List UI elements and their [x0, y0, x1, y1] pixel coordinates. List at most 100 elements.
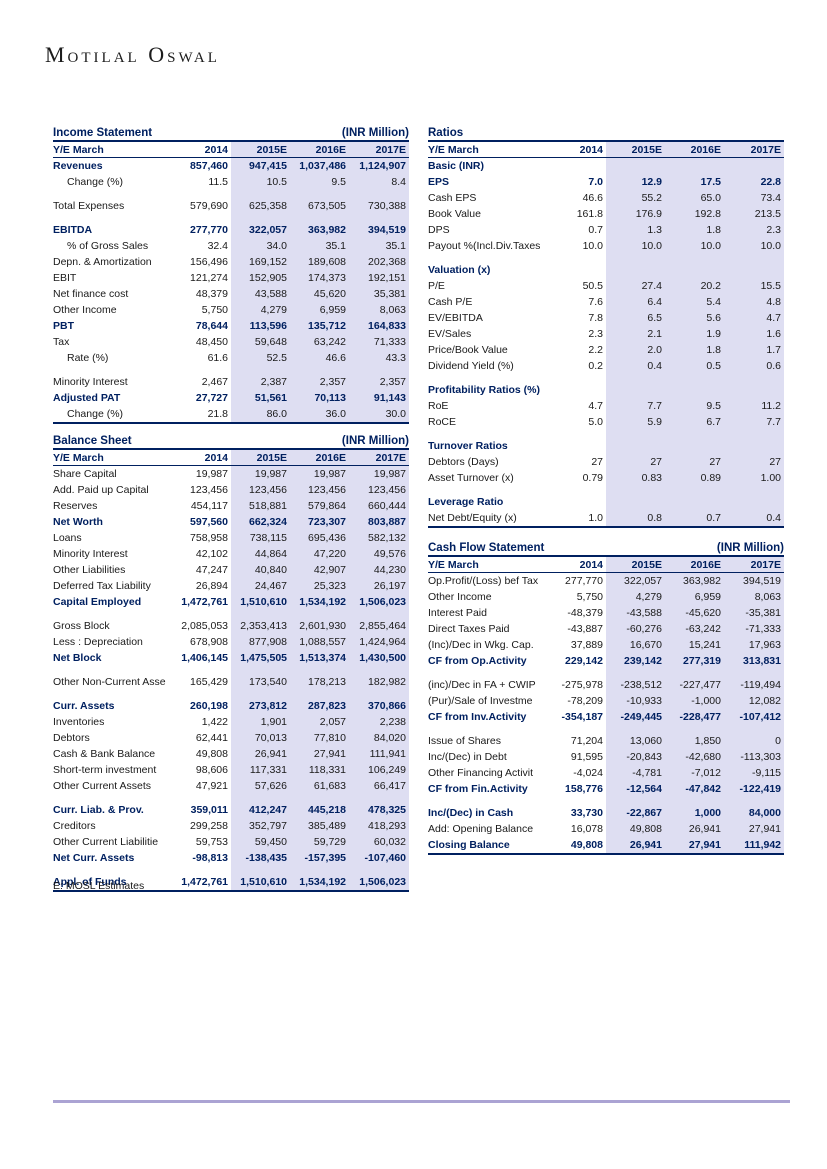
cash-flow-statement-table: Cash Flow Statement (INR Million) Y/E Marc…: [428, 541, 784, 855]
cell-value: 0: [775, 735, 781, 747]
cell-value: 660,444: [368, 500, 406, 512]
estimate-columns-shading: [231, 142, 409, 422]
cell-value: 30.0: [385, 408, 406, 420]
table-row: Net Curr. Assets -98,813 -138,435 -157,395 -…: [53, 850, 409, 866]
cell-value: 173,540: [249, 676, 287, 688]
row-label: Book Value: [428, 208, 481, 220]
column-header: 2017E: [375, 452, 406, 464]
table-row: Book Value 161.8 176.9 192.8 213.5: [428, 206, 784, 222]
cell-value: 60,032: [373, 836, 406, 848]
table-row: Loans 758,958 738,115 695,436 582,132: [53, 530, 409, 546]
cell-value: [665, 382, 724, 398]
cell-value: 0.8: [647, 512, 662, 524]
row-label: Share Capital: [53, 468, 117, 480]
cell-value: 47,220: [313, 548, 346, 560]
cell-value: 44,864: [254, 548, 287, 560]
cell-value: -63,242: [685, 623, 721, 635]
spacer-row: [428, 486, 784, 494]
cell-value: 27,941: [748, 823, 781, 835]
table-row: Appl. of Funds 1,472,761 1,510,610 1,534,19…: [53, 874, 409, 890]
column-header: 2014: [579, 559, 603, 571]
table-row: Capital Employed 1,472,761 1,510,610 1,534,…: [53, 594, 409, 610]
cell-value: 47,247: [195, 564, 228, 576]
row-label: Change (%): [67, 176, 124, 188]
cell-value: 0.7: [588, 224, 603, 236]
cell-value: 857,460: [190, 160, 228, 172]
cell-value: 597,560: [190, 516, 228, 528]
table-row: Price/Book Value 2.2 2.0 1.8 1.7: [428, 342, 784, 358]
table-row: Other Non-Current Asse 165,429 173,540 178,…: [53, 674, 409, 690]
cell-value: 8,063: [754, 591, 781, 603]
cell-value: 1,472,761: [181, 876, 228, 888]
table-row: Inventories 1,422 1,901 2,057 2,238: [53, 714, 409, 730]
table-row: Net Debt/Equity (x) 1.0 0.8 0.7 0.4: [428, 510, 784, 526]
cell-value: 46.6: [325, 352, 346, 364]
cell-value: 27,941: [313, 748, 346, 760]
table-title-row: Ratios: [428, 126, 784, 142]
cell-value: 1.0: [588, 512, 603, 524]
cell-value: 49,576: [373, 548, 406, 560]
row-label: Appl. of Funds: [53, 876, 127, 888]
row-label: Payout %(Incl.Div.Taxes: [428, 240, 541, 252]
row-label: Other Non-Current Asse: [53, 676, 166, 688]
table-row: P/E 50.5 27.4 20.2 15.5: [428, 278, 784, 294]
table-row: Direct Taxes Paid -43,887 -60,276 -63,242 -7…: [428, 621, 784, 637]
row-label: CF from Op.Activity: [428, 655, 527, 667]
cell-value: 5.6: [706, 312, 721, 324]
cell-value: 12,082: [748, 695, 781, 707]
table-row: Revenues 857,460 947,415 1,037,486 1,124,907: [53, 158, 409, 174]
table-header-row: Y/E March 2014 2015E 2016E 2017E: [53, 142, 409, 158]
cell-value: 49,808: [195, 748, 228, 760]
cell-value: 21.8: [207, 408, 228, 420]
cell-value: 1.00: [760, 472, 781, 484]
cell-value: 322,057: [249, 224, 287, 236]
row-label: Curr. Liab. & Prov.: [53, 804, 144, 816]
table-row: Curr. Liab. & Prov. 359,011 412,247 445,218…: [53, 802, 409, 818]
cell-value: [546, 262, 606, 278]
row-label: Basic (INR): [428, 160, 485, 172]
ratios-table: Ratios Y/E March 2014 2015E 2016E 2017E Basic …: [428, 126, 784, 528]
cell-value: 19,987: [373, 468, 406, 480]
cell-value: 91,143: [373, 392, 406, 404]
row-label: Curr. Assets: [53, 700, 115, 712]
cell-value: 61.6: [207, 352, 228, 364]
table-header-row: Y/E March 2014 2015E 2016E 2017E: [428, 557, 784, 573]
table-row: Net Worth 597,560 662,324 723,307 803,887: [53, 514, 409, 530]
cell-value: 19,987: [254, 468, 287, 480]
spacer-row: [428, 374, 784, 382]
row-label: Closing Balance: [428, 839, 510, 851]
cell-value: 16,670: [629, 639, 662, 651]
cell-value: 35,381: [373, 288, 406, 300]
cell-value: 15,241: [688, 639, 721, 651]
cell-value: 7.7: [647, 400, 662, 412]
cell-value: 70,113: [314, 392, 346, 404]
cell-value: 19,987: [195, 468, 228, 480]
cell-value: 42,102: [195, 548, 228, 560]
cell-value: 9.5: [706, 400, 721, 412]
cell-value: 1,000: [694, 807, 721, 819]
cell-value: -227,477: [679, 679, 721, 691]
column-header: 2016E: [690, 559, 721, 571]
table-row: Other Financing Activit -4,024 -4,781 -7,01…: [428, 765, 784, 781]
row-label: Adjusted PAT: [53, 392, 121, 404]
cell-value: 1,422: [201, 716, 228, 728]
cell-value: -10,933: [626, 695, 662, 707]
cell-value: 877,908: [249, 636, 287, 648]
table-title: Balance Sheet: [53, 435, 132, 447]
cell-value: [665, 262, 724, 278]
cell-value: -4,024: [573, 767, 603, 779]
cell-value: 2,353,413: [240, 620, 287, 632]
cell-value: 1,424,964: [359, 636, 406, 648]
cell-value: 2,238: [379, 716, 406, 728]
table-title: Cash Flow Statement: [428, 542, 545, 554]
row-label: EBIT: [53, 272, 77, 284]
cell-value: 2,387: [260, 376, 287, 388]
table-row: Basic (INR): [428, 158, 784, 174]
row-label: P/E: [428, 280, 445, 292]
table-row: Dividend Yield (%) 0.2 0.4 0.5 0.6: [428, 358, 784, 374]
table-row: (inc)/Dec in FA + CWIP -275,978 -238,512 -2…: [428, 677, 784, 693]
cell-value: 91,595: [570, 751, 603, 763]
cell-value: 52.5: [266, 352, 287, 364]
column-header: 2017E: [375, 144, 406, 156]
row-label: Add. Paid up Capital: [53, 484, 149, 496]
